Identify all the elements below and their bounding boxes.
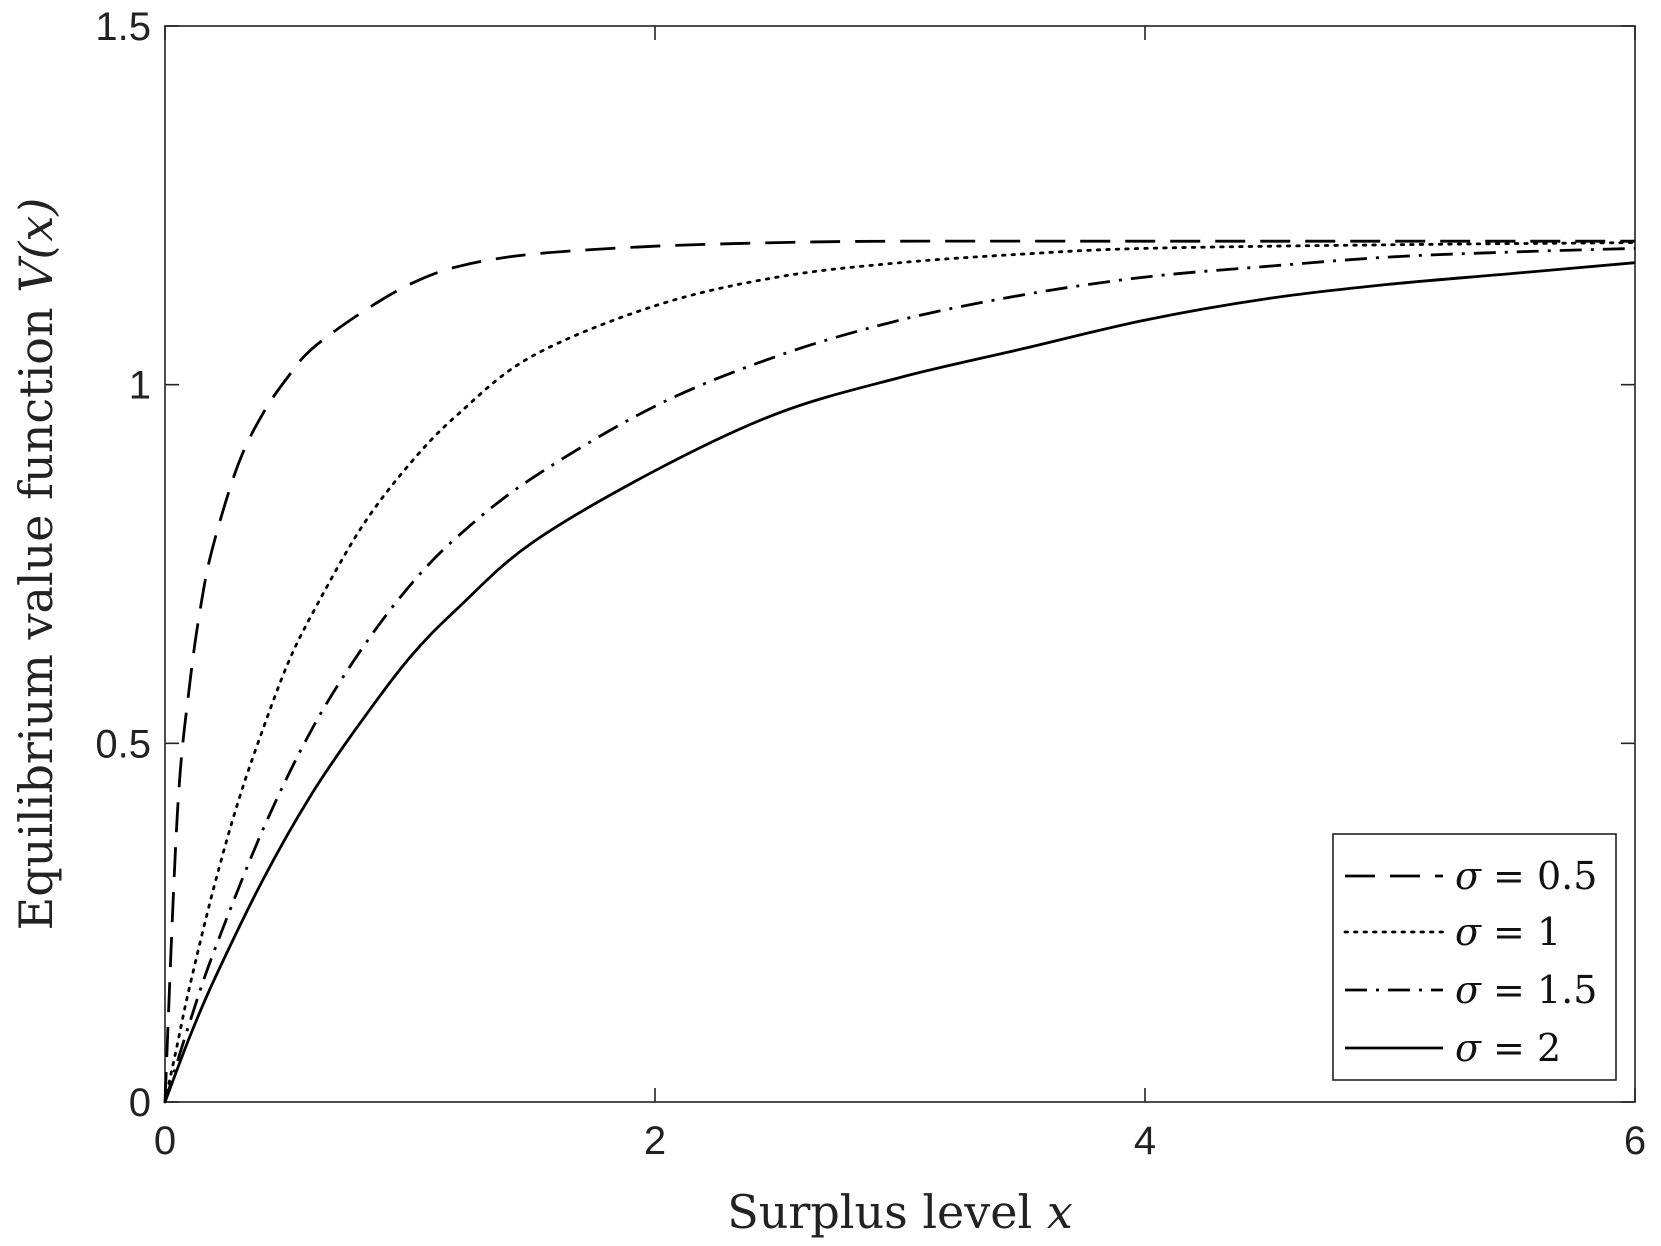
y-tick-label: 0 [129,1081,151,1125]
y-tick-label: 1 [129,364,151,408]
legend-label-value: = 1 [1481,910,1561,954]
legend: σ = 0.5σ = 1σ = 1.5σ = 2 [1332,833,1617,1081]
x-tick-labels: 0 2 4 6 [154,1119,1646,1163]
series-line-2 [163,241,1637,1104]
series-line-3 [163,247,1636,1103]
legend-label-4: σ = 2 [1455,1026,1561,1070]
legend-label-1: σ = 0.5 [1455,854,1597,898]
y-tick-label: 0.5 [95,722,151,766]
x-axis-label: Surplus level x [727,1185,1073,1239]
x-tick-label: 6 [1624,1119,1646,1163]
y-axis-label-text: Equilibrium value function [9,307,63,930]
x-axis-label-var: x [1047,1185,1073,1239]
y-axis-label-var: V(x) [9,198,63,293]
y-tick-labels: 0 0.5 1 1.5 [95,5,151,1125]
series-line-1 [163,239,1635,1103]
series-line-4 [163,261,1636,1103]
legend-label-value: = 1.5 [1481,968,1597,1012]
legend-label-3: σ = 1.5 [1455,968,1597,1012]
legend-label-var: σ [1455,854,1482,898]
x-tick-label: 0 [154,1119,176,1163]
series-lines [163,239,1637,1104]
legend-label-value: = 0.5 [1481,854,1597,898]
x-axis-label-text: Surplus level [727,1185,1032,1239]
legend-label-value: = 2 [1481,1026,1561,1070]
x-tick-label: 4 [1134,1119,1156,1163]
y-axis-label: Equilibrium value function V(x) [9,198,63,931]
x-tick-label: 2 [644,1119,666,1163]
legend-label-var: σ [1455,910,1482,954]
y-tick-label: 1.5 [95,5,151,49]
legend-label-var: σ [1455,1026,1482,1070]
legend-box [1332,833,1617,1081]
legend-label-2: σ = 1 [1455,910,1561,954]
legend-label-var: σ [1455,968,1482,1012]
